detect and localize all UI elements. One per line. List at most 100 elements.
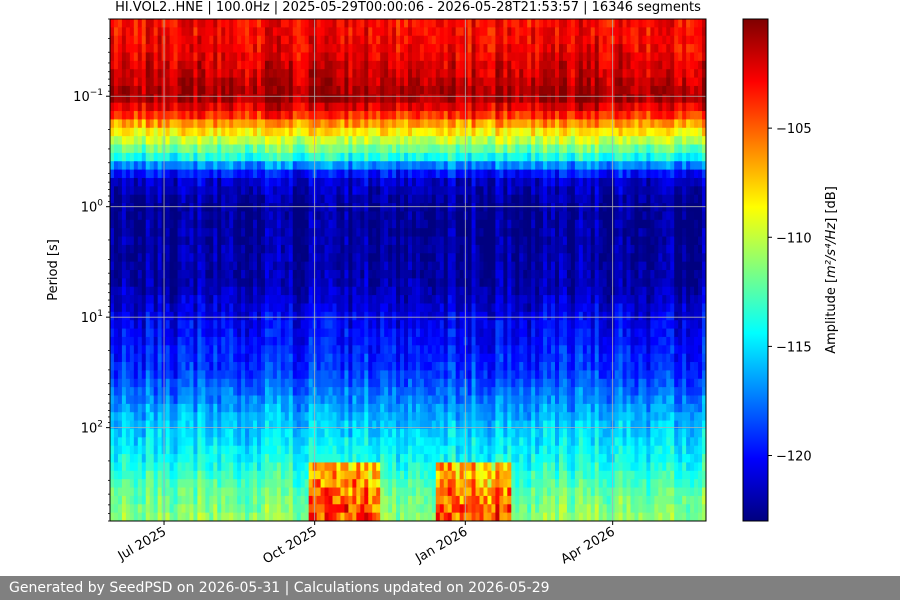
heatmap-cell xyxy=(344,495,349,505)
heatmap-cell xyxy=(117,253,123,263)
heatmap-cell xyxy=(129,336,135,346)
heatmap-cell xyxy=(205,119,210,129)
heatmap-cell xyxy=(193,462,199,472)
heatmap-cell xyxy=(249,69,254,79)
heatmap-cell xyxy=(169,236,175,246)
heatmap-cell xyxy=(125,144,131,154)
heatmap-cell xyxy=(408,211,413,221)
heatmap-cell xyxy=(141,77,147,87)
heatmap-cell xyxy=(324,362,330,371)
heatmap-cell xyxy=(324,119,330,129)
heatmap-cell xyxy=(415,353,421,363)
heatmap-cell xyxy=(117,77,123,87)
heatmap-cell xyxy=(324,420,330,430)
heatmap-cell xyxy=(380,403,385,413)
heatmap-cell xyxy=(233,320,238,330)
heatmap-cell xyxy=(217,428,222,438)
heatmap-cell xyxy=(125,278,131,288)
heatmap-cell xyxy=(372,278,377,288)
heatmap-cell xyxy=(300,228,306,238)
heatmap-cell xyxy=(264,286,270,296)
heatmap-cell xyxy=(189,244,195,254)
heatmap-cell xyxy=(169,320,175,330)
heatmap-cell xyxy=(408,512,413,521)
heatmap-cell xyxy=(292,270,298,279)
heatmap-cell xyxy=(308,52,314,62)
heatmap-cell xyxy=(137,286,143,296)
heatmap-cell xyxy=(380,177,385,187)
heatmap-cell xyxy=(121,69,127,79)
heatmap-cell xyxy=(197,504,202,514)
heatmap-cell xyxy=(185,85,191,95)
heatmap-cell xyxy=(272,462,278,472)
heatmap-cell xyxy=(276,152,282,162)
heatmap-cell xyxy=(356,203,361,213)
heatmap-cell xyxy=(129,311,135,321)
heatmap-cell xyxy=(253,111,258,120)
heatmap-cell xyxy=(173,495,179,505)
heatmap-cell xyxy=(280,203,286,213)
heatmap-cell xyxy=(348,186,353,196)
heatmap-cell xyxy=(141,336,147,346)
heatmap-cell xyxy=(431,353,437,363)
heatmap-cell xyxy=(276,219,282,229)
heatmap-cell xyxy=(237,512,242,521)
heatmap-cell xyxy=(300,211,306,221)
heatmap-cell xyxy=(197,27,202,37)
heatmap-cell xyxy=(296,328,302,338)
heatmap-cell xyxy=(292,353,298,363)
heatmap-cell xyxy=(332,169,338,179)
heatmap-cell xyxy=(320,27,326,37)
heatmap-cell xyxy=(233,152,238,162)
heatmap-cell xyxy=(356,211,361,221)
heatmap-cell xyxy=(117,203,123,213)
heatmap-cell xyxy=(209,345,214,355)
heatmap-cell xyxy=(360,286,365,296)
heatmap-cell xyxy=(276,512,282,521)
heatmap-cell xyxy=(264,487,270,497)
heatmap-cell xyxy=(392,487,397,497)
heatmap-cell xyxy=(280,387,286,397)
heatmap-cell xyxy=(324,161,330,171)
heatmap-cell xyxy=(308,236,314,246)
heatmap-cell xyxy=(157,362,163,371)
heatmap-cell xyxy=(264,420,270,430)
heatmap-cell xyxy=(376,177,381,187)
heatmap-cell xyxy=(137,161,143,171)
heatmap-cell xyxy=(435,169,441,179)
heatmap-cell xyxy=(435,495,441,505)
heatmap-cell xyxy=(368,286,373,296)
heatmap-cell xyxy=(110,487,115,497)
heatmap-cell xyxy=(213,428,218,438)
heatmap-cell xyxy=(408,328,413,338)
heatmap-cell xyxy=(233,60,238,70)
heatmap-cell xyxy=(165,177,171,187)
heatmap-cell xyxy=(129,387,135,397)
heatmap-cell xyxy=(201,186,206,196)
heatmap-cell xyxy=(384,169,389,179)
heatmap-cell xyxy=(257,370,262,380)
heatmap-cell xyxy=(364,119,369,129)
heatmap-cell xyxy=(364,127,369,137)
heatmap-cell xyxy=(272,19,278,28)
heatmap-cell xyxy=(241,378,246,388)
heatmap-cell xyxy=(165,437,171,447)
heatmap-cell xyxy=(439,144,445,154)
heatmap-cell xyxy=(368,152,373,162)
heatmap-cell xyxy=(388,487,393,497)
heatmap-cell xyxy=(411,278,417,288)
heatmap-cell xyxy=(364,161,369,171)
heatmap-cell xyxy=(129,219,135,229)
heatmap-cell xyxy=(193,295,199,305)
heatmap-cell xyxy=(292,169,298,179)
heatmap-cell xyxy=(348,387,353,397)
heatmap-cell xyxy=(376,320,381,330)
heatmap-cell xyxy=(344,219,349,229)
heatmap-cell xyxy=(241,169,246,179)
heatmap-cell xyxy=(272,77,278,87)
heatmap-cell xyxy=(372,35,377,45)
heatmap-cell xyxy=(260,270,266,279)
heatmap-cell xyxy=(296,345,302,355)
heatmap-cell xyxy=(125,161,131,171)
heatmap-cell xyxy=(268,194,274,204)
